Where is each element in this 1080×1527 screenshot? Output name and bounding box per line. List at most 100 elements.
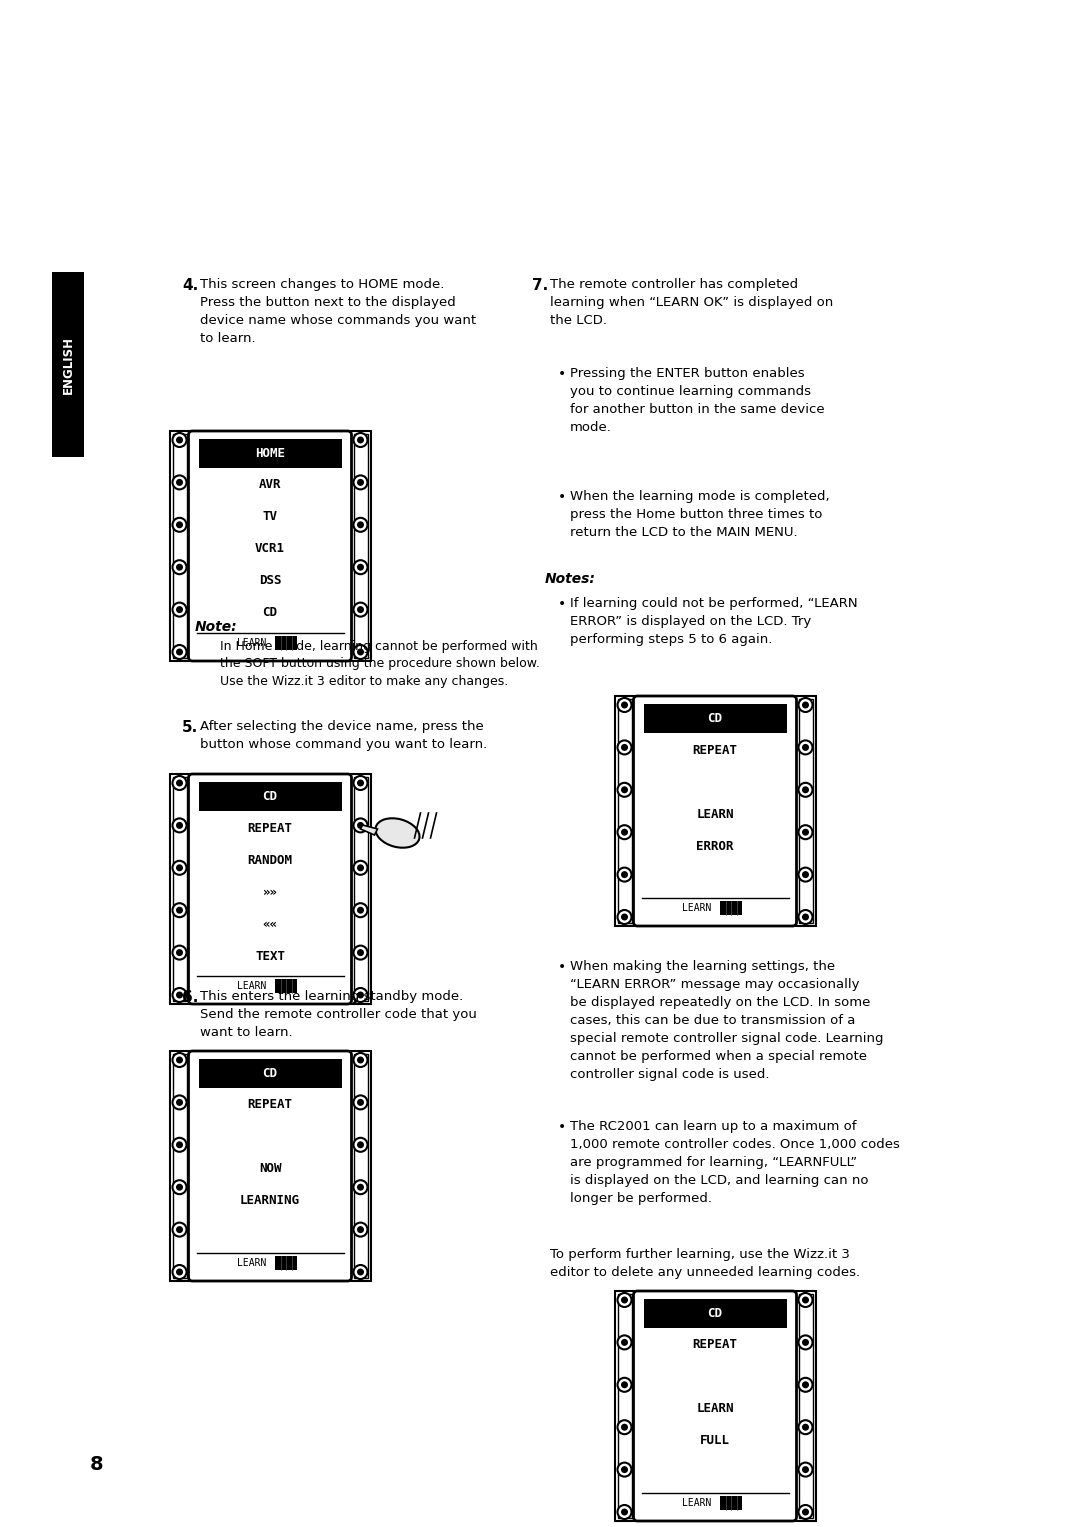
Circle shape [176, 1183, 183, 1191]
Circle shape [173, 1264, 187, 1280]
Circle shape [802, 1339, 809, 1345]
Circle shape [618, 1463, 632, 1477]
Circle shape [353, 945, 367, 959]
Circle shape [353, 861, 367, 875]
Circle shape [798, 1463, 812, 1477]
Text: This screen changes to HOME mode.
Press the button next to the displayed
device : This screen changes to HOME mode. Press … [200, 278, 476, 345]
Circle shape [353, 1223, 367, 1237]
Circle shape [798, 1336, 812, 1350]
Text: LEARNING: LEARNING [240, 1194, 300, 1208]
Circle shape [618, 1506, 632, 1519]
Bar [52, 272, 84, 457]
Circle shape [173, 861, 187, 875]
Circle shape [173, 945, 187, 959]
Bar [351, 774, 370, 1003]
Circle shape [802, 1466, 809, 1474]
Bar [618, 699, 632, 922]
Text: •: • [558, 366, 566, 382]
Circle shape [357, 1183, 364, 1191]
Text: LEARN: LEARN [683, 1498, 712, 1509]
FancyBboxPatch shape [189, 1051, 351, 1281]
Bar [796, 696, 815, 925]
PathPatch shape [361, 825, 378, 835]
Circle shape [798, 783, 812, 797]
Circle shape [802, 1423, 809, 1431]
Circle shape [618, 1293, 632, 1307]
Text: LEARN: LEARN [697, 808, 733, 820]
Text: TEXT: TEXT [255, 950, 285, 962]
Circle shape [357, 1057, 364, 1063]
Circle shape [353, 1095, 367, 1110]
Bar [173, 1054, 187, 1278]
Text: DSS: DSS [259, 574, 281, 588]
Circle shape [173, 603, 187, 617]
Circle shape [357, 1226, 364, 1234]
Text: Note:: Note: [195, 620, 238, 634]
Circle shape [176, 649, 183, 655]
Circle shape [357, 864, 364, 872]
Circle shape [357, 779, 364, 786]
Circle shape [176, 991, 183, 999]
Circle shape [173, 902, 187, 918]
Text: »»: »» [262, 886, 278, 898]
Circle shape [798, 825, 812, 840]
Circle shape [173, 1138, 187, 1151]
Bar [720, 1496, 742, 1510]
Bar [199, 1060, 341, 1089]
Circle shape [176, 1141, 183, 1148]
Text: •: • [558, 490, 566, 504]
Text: 7.: 7. [532, 278, 549, 293]
Bar [644, 1299, 786, 1328]
Text: REPEAT: REPEAT [692, 1339, 738, 1351]
Circle shape [173, 1095, 187, 1110]
Circle shape [353, 988, 367, 1002]
Text: TV: TV [262, 510, 278, 524]
Bar [275, 1257, 297, 1270]
Circle shape [357, 479, 364, 486]
Circle shape [618, 698, 632, 712]
Text: CD: CD [707, 712, 723, 725]
Circle shape [353, 1180, 367, 1194]
Circle shape [798, 1420, 812, 1434]
Bar [275, 637, 297, 651]
Circle shape [353, 1138, 367, 1151]
Circle shape [353, 603, 367, 617]
Text: VCR1: VCR1 [255, 542, 285, 556]
Circle shape [621, 1339, 627, 1345]
Text: LEARN: LEARN [697, 1402, 733, 1416]
Circle shape [173, 818, 187, 832]
Circle shape [798, 1377, 812, 1391]
Circle shape [176, 907, 183, 913]
Circle shape [353, 475, 367, 489]
Circle shape [357, 907, 364, 913]
Circle shape [357, 950, 364, 956]
Circle shape [802, 1382, 809, 1388]
Text: LEARN: LEARN [238, 980, 267, 991]
Text: LEARN: LEARN [683, 902, 712, 913]
Circle shape [176, 1269, 183, 1275]
Circle shape [798, 698, 812, 712]
Text: CD: CD [707, 1307, 723, 1319]
Circle shape [618, 867, 632, 881]
Circle shape [176, 950, 183, 956]
Circle shape [621, 1509, 627, 1515]
Text: 6.: 6. [183, 989, 199, 1005]
Circle shape [357, 822, 364, 829]
Bar [351, 431, 370, 661]
Circle shape [357, 563, 364, 571]
Circle shape [173, 644, 187, 660]
Circle shape [618, 1336, 632, 1350]
Circle shape [353, 560, 367, 574]
Circle shape [176, 864, 183, 872]
Circle shape [353, 518, 367, 531]
Bar [796, 1290, 815, 1521]
Circle shape [173, 434, 187, 447]
Circle shape [176, 1099, 183, 1106]
Text: Notes:: Notes: [545, 573, 596, 586]
Bar [720, 901, 742, 915]
Circle shape [621, 744, 627, 751]
Circle shape [621, 1423, 627, 1431]
Text: FULL: FULL [700, 1434, 730, 1448]
Circle shape [357, 1269, 364, 1275]
Circle shape [173, 518, 187, 531]
